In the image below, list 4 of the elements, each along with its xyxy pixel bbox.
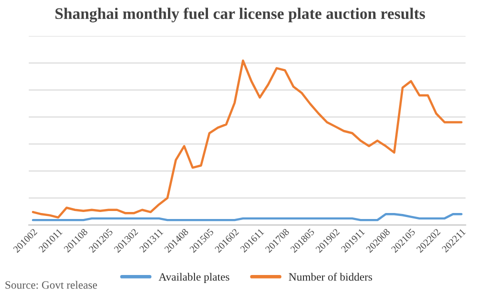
legend-label: Number of bidders <box>288 272 372 281</box>
chart-title: Shanghai monthly fuel car license plate auction results <box>55 8 426 22</box>
source-note: Source: Govt release <box>6 280 97 289</box>
legend-label: Available plates <box>158 272 230 283</box>
